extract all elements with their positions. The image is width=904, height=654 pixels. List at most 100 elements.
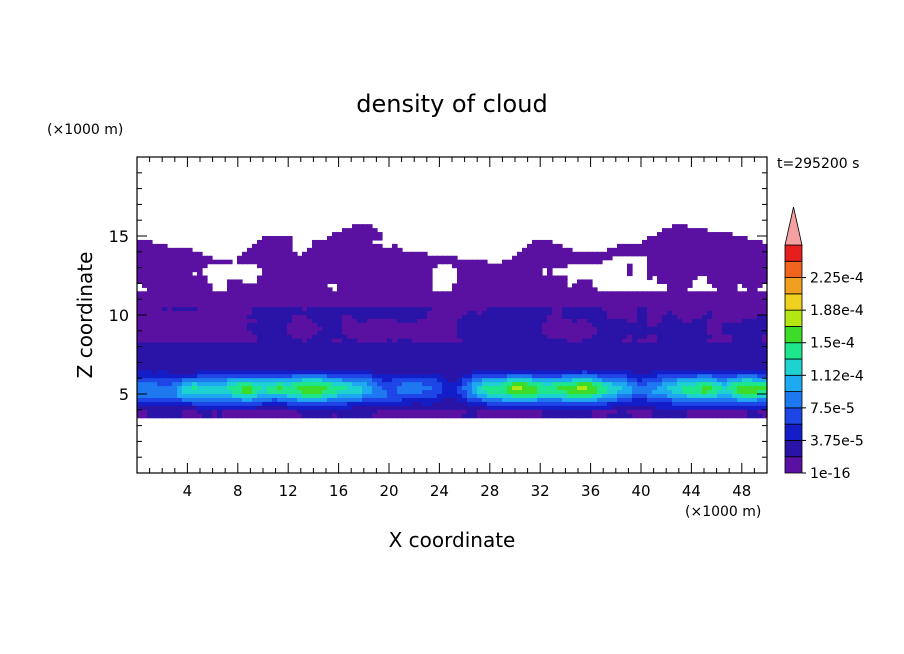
field-cell [202, 299, 208, 304]
field-cell [367, 342, 373, 348]
field-cell [717, 370, 723, 375]
field-cell [292, 358, 298, 363]
field-cell [652, 358, 658, 363]
field-cell [677, 362, 683, 367]
field-cell [142, 251, 148, 257]
field-cell [387, 390, 393, 395]
field-cell [497, 283, 503, 288]
field-cell [497, 366, 503, 371]
field-cell [207, 303, 213, 308]
field-cell [422, 318, 428, 324]
field-cell [512, 382, 518, 387]
field-cell [597, 291, 603, 296]
field-cell [222, 405, 228, 411]
field-cell [742, 362, 748, 367]
field-cell [237, 255, 243, 261]
field-cell [522, 275, 528, 281]
field-cell [557, 386, 563, 391]
field-cell [152, 382, 158, 387]
field-cell [592, 350, 598, 356]
field-cell [742, 307, 748, 312]
field-cell [337, 326, 343, 332]
field-cell [722, 295, 728, 300]
field-cell [177, 397, 183, 403]
field-cell [442, 338, 448, 344]
field-cell [422, 315, 428, 320]
field-cell [287, 259, 293, 265]
field-cell [712, 370, 718, 375]
field-cell [242, 358, 248, 363]
field-cell [702, 350, 708, 356]
field-cell [722, 243, 728, 249]
field-cell [667, 401, 673, 407]
field-cell [482, 326, 488, 332]
field-cell [552, 255, 558, 261]
field-cell [637, 311, 643, 316]
field-cell [357, 378, 363, 383]
field-cell [707, 374, 713, 379]
field-cell [277, 354, 283, 360]
field-cell [322, 334, 328, 340]
field-cell [422, 386, 428, 391]
field-cell [707, 299, 713, 304]
field-cell [612, 291, 618, 296]
field-cell [382, 279, 388, 284]
field-cell [197, 271, 203, 277]
field-cell [447, 362, 453, 367]
field-cell [197, 378, 203, 383]
field-cell [332, 330, 338, 336]
field-cell [157, 291, 163, 296]
field-cell [142, 397, 148, 403]
field-cell [287, 299, 293, 304]
field-cell [582, 354, 588, 360]
field-cell [522, 259, 528, 265]
field-cell [172, 259, 178, 265]
field-cell [437, 315, 443, 320]
field-cell [392, 315, 398, 320]
field-cell [177, 350, 183, 356]
field-cell [682, 342, 688, 348]
field-cell [422, 255, 428, 261]
field-cell [152, 271, 158, 277]
field-cell [717, 374, 723, 379]
field-cell [462, 350, 468, 356]
field-cell [372, 386, 378, 391]
field-cell [752, 255, 758, 261]
field-cell [372, 401, 378, 407]
field-cell [177, 326, 183, 332]
field-cell [277, 338, 283, 344]
field-cell [267, 247, 273, 253]
field-cell [367, 271, 373, 277]
field-cell [137, 322, 143, 328]
field-cell [252, 334, 258, 340]
field-cell [557, 338, 563, 344]
field-cell [232, 354, 238, 360]
field-cell [757, 370, 763, 375]
field-cell [697, 366, 703, 371]
field-cell [712, 247, 718, 253]
field-cell [522, 362, 528, 367]
field-cell [567, 397, 573, 403]
field-cell [152, 346, 158, 352]
field-cell [297, 263, 303, 269]
field-cell [407, 279, 413, 284]
field-cell [592, 405, 598, 411]
field-cell [677, 386, 683, 391]
field-cell [222, 303, 228, 308]
field-cell [242, 350, 248, 356]
field-cell [422, 251, 428, 257]
field-cell [422, 366, 428, 371]
field-cell [722, 318, 728, 324]
field-cell [537, 239, 543, 245]
field-cell [612, 386, 618, 391]
field-cell [667, 247, 673, 253]
field-cell [517, 358, 523, 363]
field-cell [332, 397, 338, 403]
field-cell [142, 299, 148, 304]
field-cell [717, 236, 723, 241]
field-cell [152, 303, 158, 308]
field-cell [292, 350, 298, 356]
field-cell [182, 350, 188, 356]
field-cell [762, 382, 768, 387]
